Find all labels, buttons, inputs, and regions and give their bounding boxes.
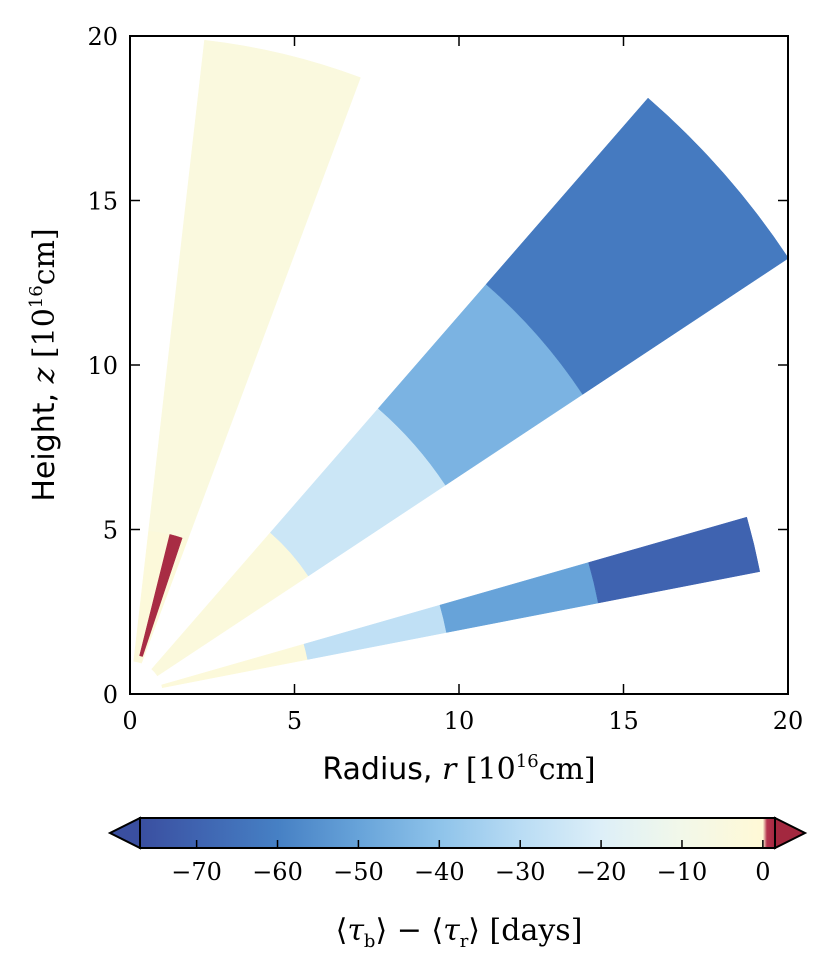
y-axis-ticks: 0 5 10 15 20: [87, 23, 788, 709]
colorbar-ticks: −70 −60 −50 −40 −30 −20 −10 0: [171, 840, 771, 886]
colorbar-tick-label: −70: [171, 858, 222, 886]
y-tick-label: 15: [87, 188, 118, 216]
wedge-0-cell-2: [439, 562, 599, 633]
colorbar-extend-high: [774, 816, 808, 850]
x-axis-ticks: 0 5 10 15 20: [122, 36, 803, 735]
colorbar: −70 −60 −50 −40 −30 −20 −10 0: [107, 816, 808, 886]
wedge-0-cell-1: [303, 604, 447, 660]
colorbar-tick-label: 0: [755, 858, 770, 886]
colorbar-tick-label: −60: [252, 858, 303, 886]
x-tick-label: 10: [444, 707, 475, 735]
wedge-1-cell-3: [485, 97, 788, 395]
colorbar-tick-label: −40: [414, 858, 465, 886]
x-tick-label: 15: [608, 707, 639, 735]
colorbar-tick-label: −10: [657, 858, 708, 886]
colorbar-tick-label: −20: [576, 858, 627, 886]
x-tick-label: 0: [122, 707, 137, 735]
wedge-0-cell-3: [588, 516, 761, 604]
colorbar-tick-label: −30: [495, 858, 546, 886]
x-axis-label: Radius, r [1016cm]: [322, 751, 595, 787]
x-tick-label: 5: [287, 707, 302, 735]
plot-area: 0 5 10 15 20 0 5 10 15 20: [87, 23, 803, 735]
wedge-2-cell-1: [148, 39, 361, 541]
wedge-3-cell-0: [139, 534, 183, 657]
y-tick-label: 20: [87, 23, 118, 51]
y-tick-label: 5: [103, 517, 118, 545]
colorbar-tick-label: −50: [333, 858, 384, 886]
x-tick-label: 20: [773, 707, 804, 735]
colorbar-label: ⟨τb⟩ − ⟨τr⟩ [days]: [336, 913, 583, 952]
colorbar-extend-low: [107, 816, 141, 850]
wedge-layer: [133, 39, 788, 689]
colorbar-gradient: [139, 817, 776, 849]
y-tick-label: 0: [103, 681, 118, 709]
y-tick-label: 10: [87, 352, 118, 380]
y-axis-label: Height, z [1016cm]: [26, 228, 62, 501]
